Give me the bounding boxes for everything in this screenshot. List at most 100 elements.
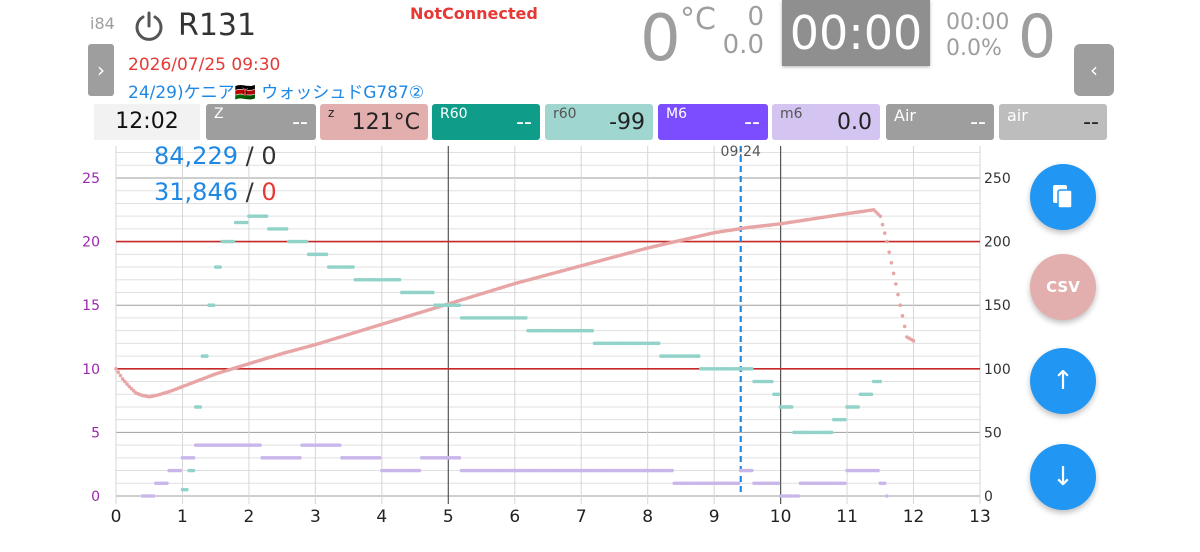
data-point bbox=[118, 373, 123, 378]
data-point bbox=[891, 271, 896, 276]
data-point bbox=[843, 481, 847, 486]
right-tick-label: 250 bbox=[984, 171, 1010, 187]
chip-label: Air bbox=[894, 106, 916, 125]
data-point bbox=[869, 392, 874, 397]
data-point bbox=[211, 303, 216, 307]
data-point bbox=[191, 468, 196, 473]
roast-timer[interactable]: 00:00 bbox=[782, 0, 930, 66]
chip-label: R60 bbox=[440, 106, 468, 122]
stat-1b: 0 bbox=[261, 142, 277, 170]
data-point bbox=[856, 405, 860, 409]
counter-value: 0 bbox=[1018, 2, 1057, 72]
chip-value: -- bbox=[1083, 110, 1099, 135]
chip-label: air bbox=[1007, 106, 1028, 125]
data-point bbox=[191, 456, 196, 460]
x-tick-label: 10 bbox=[770, 507, 792, 527]
expand-right-button[interactable]: ‹ bbox=[1074, 44, 1114, 96]
chip-m6[interactable]: m6 0.0 bbox=[772, 104, 880, 140]
x-tick-label: 3 bbox=[310, 507, 321, 527]
development-time: 00:00 bbox=[946, 10, 1010, 35]
data-point bbox=[258, 443, 262, 447]
data-point bbox=[125, 382, 129, 386]
right-tick-label: 50 bbox=[984, 425, 1002, 441]
data-point bbox=[116, 370, 121, 374]
chip-r60[interactable]: r60 -99 bbox=[545, 104, 653, 140]
data-point bbox=[185, 487, 189, 492]
roaster-name: R131 bbox=[178, 8, 257, 43]
data-point bbox=[696, 354, 701, 358]
data-point bbox=[205, 354, 209, 358]
stat-2a: 31,846 bbox=[154, 178, 238, 206]
data-point bbox=[900, 314, 905, 318]
bean-temperature: 0 bbox=[640, 2, 681, 76]
chip-value: -- bbox=[970, 110, 986, 135]
chip-label: z bbox=[328, 106, 335, 120]
chip-M6[interactable]: M6 -- bbox=[658, 104, 768, 140]
x-tick-label: 9 bbox=[709, 507, 720, 527]
data-point bbox=[431, 290, 435, 295]
stat-2b: 0 bbox=[261, 178, 277, 206]
data-point bbox=[198, 405, 202, 409]
left-tick-label: 15 bbox=[82, 298, 100, 314]
data-point bbox=[882, 481, 887, 486]
power-icon[interactable] bbox=[132, 10, 166, 44]
data-point bbox=[298, 456, 302, 460]
data-point bbox=[902, 324, 907, 329]
left-tick-label: 20 bbox=[82, 235, 100, 251]
ror-top: 0 bbox=[747, 2, 764, 32]
data-point bbox=[670, 468, 674, 473]
data-point bbox=[264, 214, 269, 218]
data-point bbox=[769, 379, 774, 384]
data-point bbox=[284, 227, 289, 231]
device-id: i84 bbox=[90, 14, 115, 33]
data-point bbox=[457, 456, 462, 460]
data-point bbox=[231, 239, 236, 244]
x-tick-label: 2 bbox=[244, 507, 255, 527]
data-point bbox=[750, 367, 754, 371]
data-point bbox=[114, 367, 118, 371]
data-point bbox=[120, 377, 125, 381]
scroll-down-button[interactable]: ↓ bbox=[1030, 444, 1096, 510]
left-tick-label: 5 bbox=[91, 425, 100, 441]
roast-chart: 0 1 2 3 4 5 6 7 8 9 10 11 12 130510152025050100150200… bbox=[82, 144, 1010, 527]
data-point bbox=[524, 316, 528, 320]
data-point bbox=[876, 468, 880, 473]
data-point bbox=[397, 277, 402, 282]
stat-1a: 84,229 bbox=[154, 142, 238, 170]
chip-R60[interactable]: R60 -- bbox=[432, 104, 540, 140]
chip-air[interactable]: air -- bbox=[999, 104, 1107, 140]
data-point bbox=[896, 292, 900, 297]
data-point bbox=[736, 481, 741, 486]
data-point bbox=[882, 231, 887, 235]
data-point bbox=[337, 443, 342, 447]
arrow-up-icon: ↑ bbox=[1052, 366, 1074, 396]
chip-Air[interactable]: Air -- bbox=[886, 104, 994, 140]
reference-lines bbox=[116, 146, 980, 496]
copy-button[interactable] bbox=[1030, 164, 1096, 230]
chip-z[interactable]: z 121°C bbox=[320, 104, 428, 140]
data-point bbox=[590, 328, 595, 333]
data-point bbox=[244, 220, 249, 225]
data-point bbox=[178, 468, 183, 473]
data-point bbox=[218, 265, 222, 269]
scroll-up-button[interactable]: ↑ bbox=[1030, 348, 1096, 414]
right-tick-label: 150 bbox=[984, 298, 1010, 314]
bean-name[interactable]: 24/29)ケニア🇰🇪 ウォッシュドG787② bbox=[128, 83, 425, 103]
chart-labels: 0 1 2 3 4 5 6 7 8 9 10 11 12 130510152025050100150200… bbox=[82, 144, 1010, 527]
data-point bbox=[880, 222, 885, 227]
data-point bbox=[776, 481, 781, 486]
left-tick-label: 25 bbox=[82, 171, 100, 187]
chip-label: r60 bbox=[553, 106, 577, 122]
ror-bottom: 0.0 bbox=[722, 30, 764, 60]
left-tick-label: 0 bbox=[91, 489, 100, 505]
csv-export-button[interactable]: CSV bbox=[1030, 254, 1096, 320]
data-point bbox=[796, 494, 801, 498]
stat-2-sep: / bbox=[237, 178, 262, 206]
data-point bbox=[151, 494, 156, 498]
chevron-right-icon: › bbox=[97, 58, 105, 82]
expand-left-button[interactable]: › bbox=[88, 44, 114, 96]
chip-Z[interactable]: Z -- bbox=[206, 104, 316, 140]
chip-value: -99 bbox=[609, 110, 645, 135]
chip-label: Z bbox=[214, 106, 224, 122]
marker-label: 09:24 bbox=[721, 144, 761, 160]
